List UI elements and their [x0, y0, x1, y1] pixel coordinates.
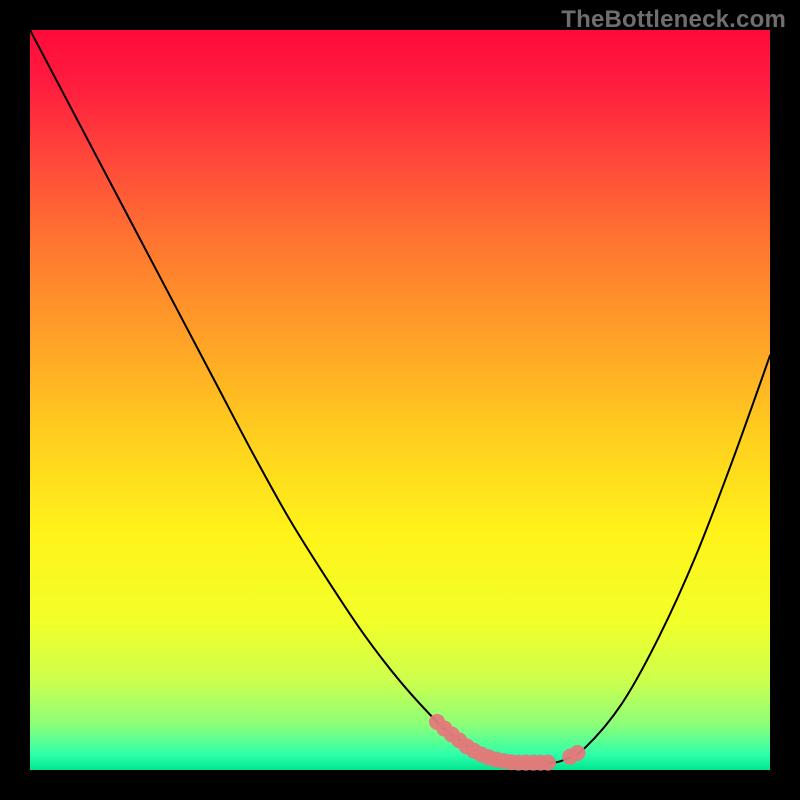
watermark-label: TheBottleneck.com	[561, 6, 786, 34]
plot-gradient-background	[30, 30, 770, 770]
chart-stage: TheBottleneck.com	[0, 0, 800, 800]
curve-marker	[570, 745, 586, 761]
curve-marker	[540, 755, 556, 771]
bottleneck-chart	[0, 0, 800, 800]
